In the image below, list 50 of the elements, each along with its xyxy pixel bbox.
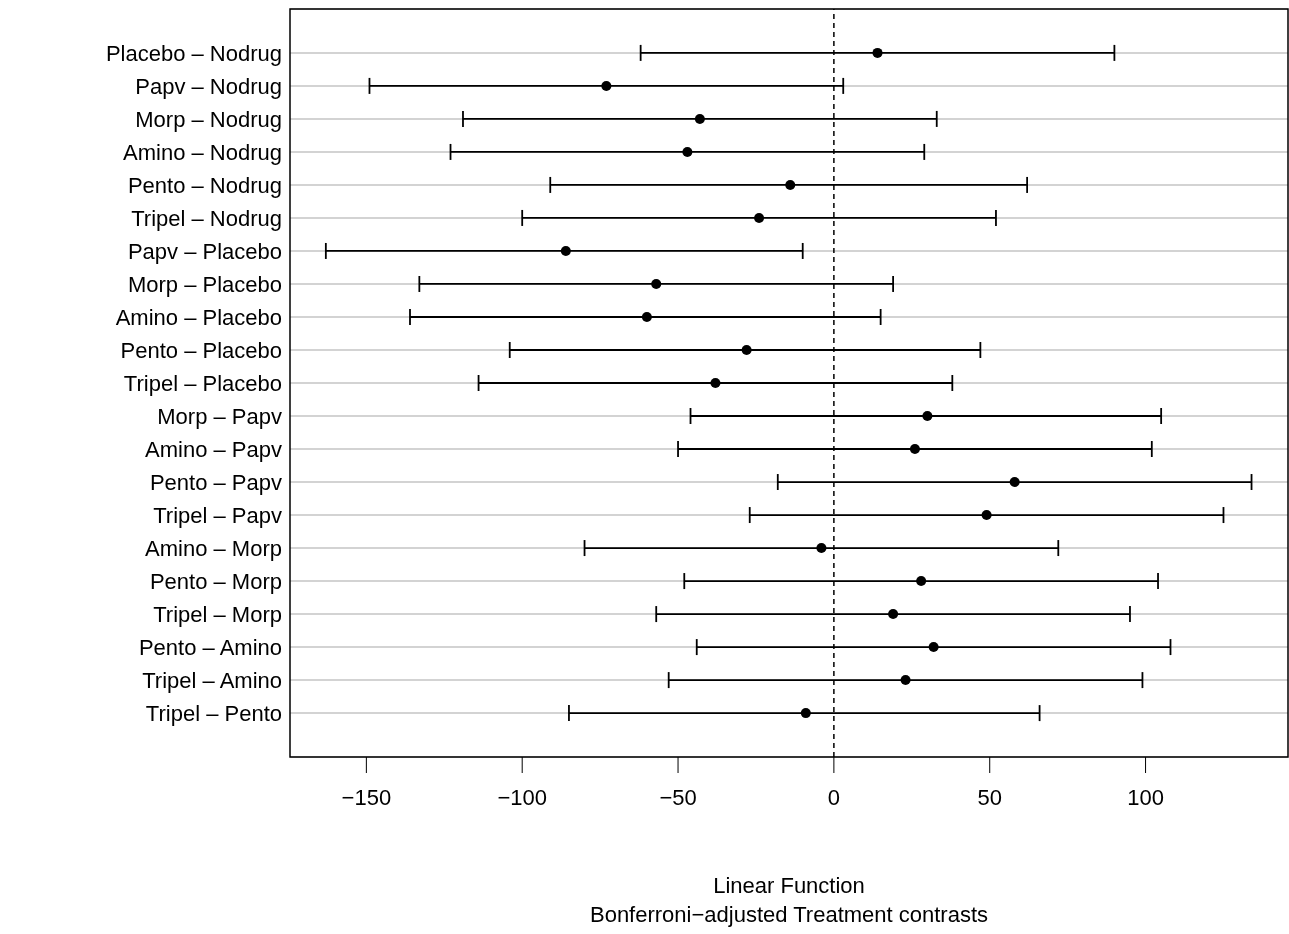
y-tick-label: Morp – Papv <box>157 403 282 429</box>
y-tick-label: Pento – Papv <box>149 469 282 495</box>
y-tick-label: Pento – Morp <box>149 568 282 594</box>
x-axis-title: Linear Function <box>712 872 866 900</box>
point <box>872 47 883 58</box>
text: Bonferroni−adjusted Treatment contrasts <box>588 901 990 929</box>
y-tick-label: Papv – Placebo <box>127 238 282 264</box>
point <box>928 642 939 653</box>
y-tick-label: Tripel – Amino <box>142 667 282 693</box>
x-tick-label: 100 <box>1127 784 1164 810</box>
y-tick-label: Papv – Nodrug <box>135 73 282 99</box>
point <box>800 708 811 719</box>
y-tick-label: Pento – Amino <box>138 634 282 660</box>
y-tick-label: Pento – Placebo <box>120 337 282 363</box>
point <box>754 212 765 223</box>
y-tick-label: Placebo – Nodrug <box>105 40 282 66</box>
point <box>741 344 752 355</box>
point <box>682 146 693 157</box>
x-tick-label: −150 <box>341 784 392 810</box>
y-tick-label: Amino – Morp <box>145 535 282 561</box>
y-tick-label: Morp – Nodrug <box>135 106 282 132</box>
y-tick-label: Morp – Placebo <box>127 271 282 297</box>
y-tick-label: Tripel – Pento <box>145 700 282 726</box>
point <box>916 576 927 587</box>
point <box>900 675 911 686</box>
point <box>1009 477 1020 488</box>
point <box>641 311 652 322</box>
point <box>785 179 796 190</box>
x-tick-label: 50 <box>977 784 1002 810</box>
point <box>909 444 920 455</box>
point <box>694 113 705 124</box>
y-tick-label: Amino – Papv <box>145 436 282 462</box>
x-tick-label: 0 <box>827 784 841 810</box>
point <box>981 510 992 521</box>
y-tick-label: Pento – Nodrug <box>127 172 282 198</box>
point <box>560 245 571 256</box>
x-tick-label: −50 <box>659 784 697 810</box>
y-tick-label: Tripel – Morp <box>153 601 282 627</box>
point <box>601 80 612 91</box>
point <box>922 411 933 422</box>
point <box>710 378 721 388</box>
point <box>888 609 899 620</box>
y-tick-label: Amino – Placebo <box>115 304 282 330</box>
y-tick-label: Tripel – Placebo <box>123 370 282 396</box>
y-tick-label: Amino – Nodrug <box>123 139 282 165</box>
y-tick-label: Tripel – Papv <box>153 502 282 528</box>
point <box>816 543 827 554</box>
x-tick-label: −100 <box>497 784 547 810</box>
y-tick-label: Tripel – Nodrug <box>131 205 282 231</box>
point <box>651 278 662 289</box>
